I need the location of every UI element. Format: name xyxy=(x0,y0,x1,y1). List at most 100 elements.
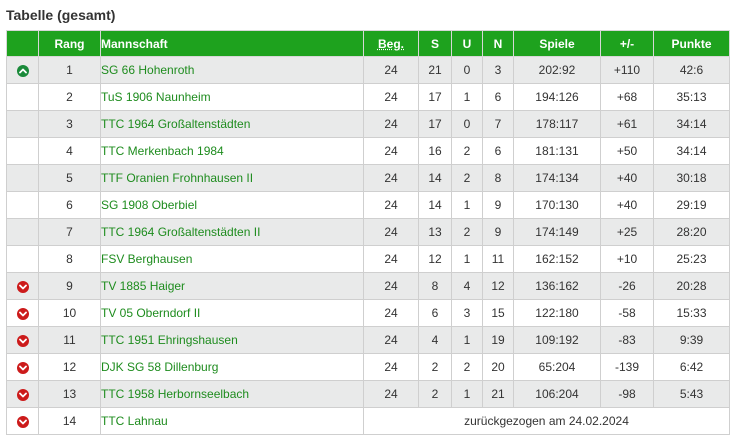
team-link[interactable]: SG 1908 Oberbiel xyxy=(101,198,198,212)
trend-cell xyxy=(6,380,39,408)
points-cell: 25:23 xyxy=(653,245,730,273)
table-row: 12 DJK SG 58 Dillenburg 24 2 2 20 65:204 -139 6:… xyxy=(6,353,730,381)
team-cell: TTC 1964 Großaltenstädten xyxy=(100,110,364,138)
games-cell: 24 xyxy=(363,299,419,327)
draws-cell: 1 xyxy=(451,380,483,408)
games-cell: 24 xyxy=(363,56,419,84)
wins-cell: 6 xyxy=(418,299,452,327)
team-cell: TTC 1951 Ehringshausen xyxy=(100,326,364,354)
standings-table: Rang Mannschaft Beg. S U N Spiele +/- Pu… xyxy=(6,30,730,435)
wins-cell: 17 xyxy=(418,83,452,111)
col-header-mannschaft: Mannschaft xyxy=(100,30,364,57)
points-cell: 6:42 xyxy=(653,353,730,381)
losses-cell: 6 xyxy=(482,83,514,111)
games-cell: 24 xyxy=(363,191,419,219)
matches-cell: 65:204 xyxy=(513,353,601,381)
draws-cell: 1 xyxy=(451,245,483,273)
trend-cell xyxy=(6,218,39,246)
wins-cell: 16 xyxy=(418,137,452,165)
trend-cell xyxy=(6,245,39,273)
team-link[interactable]: DJK SG 58 Dillenburg xyxy=(101,360,219,374)
trend-cell xyxy=(6,353,39,381)
team-link[interactable]: SG 66 Hohenroth xyxy=(101,63,195,77)
table-row: 2 TuS 1906 Naunheim 24 17 1 6 194:126 +68 35:13 xyxy=(6,83,730,111)
team-link[interactable]: TTC Lahnau xyxy=(101,414,168,428)
team-cell: TuS 1906 Naunheim xyxy=(100,83,364,111)
games-cell: 24 xyxy=(363,218,419,246)
team-link[interactable]: TTC 1951 Ehringshausen xyxy=(101,333,238,347)
rank-cell: 10 xyxy=(38,299,101,327)
table-row: 5 TTF Oranien Frohnhausen II 24 14 2 8 174:134… xyxy=(6,164,730,192)
wins-cell: 2 xyxy=(418,380,452,408)
losses-cell: 7 xyxy=(482,110,514,138)
team-link[interactable]: TTC Merkenbach 1984 xyxy=(101,144,224,158)
points-cell: 5:43 xyxy=(653,380,730,408)
diff-cell: +50 xyxy=(600,137,654,165)
team-link[interactable]: TV 05 Oberndorf II xyxy=(101,306,201,320)
team-cell: DJK SG 58 Dillenburg xyxy=(100,353,364,381)
table-row: 8 FSV Berghausen 24 12 1 11 162:152 +10 25:23 xyxy=(6,245,730,273)
rank-cell: 8 xyxy=(38,245,101,273)
col-header-rang: Rang xyxy=(38,30,101,57)
team-cell: TTC 1958 Herbornseelbach xyxy=(100,380,364,408)
points-cell: 34:14 xyxy=(653,137,730,165)
matches-cell: 106:204 xyxy=(513,380,601,408)
team-link[interactable]: TuS 1906 Naunheim xyxy=(101,90,211,104)
team-link[interactable]: TTC 1964 Großaltenstädten II xyxy=(101,225,261,239)
beg-abbreviation-link[interactable]: Beg. xyxy=(377,36,404,51)
games-cell: 24 xyxy=(363,110,419,138)
losses-cell: 6 xyxy=(482,137,514,165)
team-link[interactable]: FSV Berghausen xyxy=(101,252,193,266)
col-header-status xyxy=(6,30,39,57)
trend-cell xyxy=(6,164,39,192)
team-cell: TTF Oranien Frohnhausen II xyxy=(100,164,364,192)
points-cell: 35:13 xyxy=(653,83,730,111)
page-title: Tabelle (gesamt) xyxy=(6,7,116,23)
trend-cell xyxy=(6,407,39,435)
trend-cell xyxy=(6,56,39,84)
col-header-punkte: Punkte xyxy=(653,30,730,57)
losses-cell: 9 xyxy=(482,191,514,219)
col-header-beg[interactable]: Beg. xyxy=(363,30,419,57)
wins-cell: 14 xyxy=(418,164,452,192)
diff-cell: +25 xyxy=(600,218,654,246)
diff-cell: +110 xyxy=(600,56,654,84)
team-cell: TTC 1964 Großaltenstädten II xyxy=(100,218,364,246)
points-cell: 30:18 xyxy=(653,164,730,192)
table-row: 4 TTC Merkenbach 1984 24 16 2 6 181:131 +50 34:1… xyxy=(6,137,730,165)
table-row: 10 TV 05 Oberndorf II 24 6 3 15 122:180 -58 15:3… xyxy=(6,299,730,327)
draws-cell: 2 xyxy=(451,164,483,192)
rank-cell: 3 xyxy=(38,110,101,138)
wins-cell: 14 xyxy=(418,191,452,219)
losses-cell: 9 xyxy=(482,218,514,246)
diff-cell: -26 xyxy=(600,272,654,300)
matches-cell: 181:131 xyxy=(513,137,601,165)
col-header-u: U xyxy=(451,30,483,57)
diff-cell: -139 xyxy=(600,353,654,381)
rank-cell: 4 xyxy=(38,137,101,165)
matches-cell: 109:192 xyxy=(513,326,601,354)
trend-cell xyxy=(6,272,39,300)
points-cell: 29:19 xyxy=(653,191,730,219)
col-header-spiele: Spiele xyxy=(513,30,601,57)
wins-cell: 12 xyxy=(418,245,452,273)
table-row-withdrawn: 14 TTC Lahnau zurückgezogen am 24.02.2024 xyxy=(6,407,730,435)
team-link[interactable]: TV 1885 Haiger xyxy=(101,279,186,293)
games-cell: 24 xyxy=(363,137,419,165)
matches-cell: 122:180 xyxy=(513,299,601,327)
rank-cell: 9 xyxy=(38,272,101,300)
trend-cell xyxy=(6,137,39,165)
games-cell: 24 xyxy=(363,272,419,300)
diff-cell: +40 xyxy=(600,191,654,219)
team-link[interactable]: TTC 1958 Herbornseelbach xyxy=(101,387,250,401)
chevron-down-circle-icon xyxy=(16,361,29,374)
trend-cell xyxy=(6,110,39,138)
table-row: 3 TTC 1964 Großaltenstädten 24 17 0 7 178:117 +… xyxy=(6,110,730,138)
team-cell: FSV Berghausen xyxy=(100,245,364,273)
col-header-s: S xyxy=(418,30,452,57)
games-cell: 24 xyxy=(363,326,419,354)
team-link[interactable]: TTF Oranien Frohnhausen II xyxy=(101,171,254,185)
team-link[interactable]: TTC 1964 Großaltenstädten xyxy=(101,117,251,131)
losses-cell: 3 xyxy=(482,56,514,84)
rank-cell: 7 xyxy=(38,218,101,246)
